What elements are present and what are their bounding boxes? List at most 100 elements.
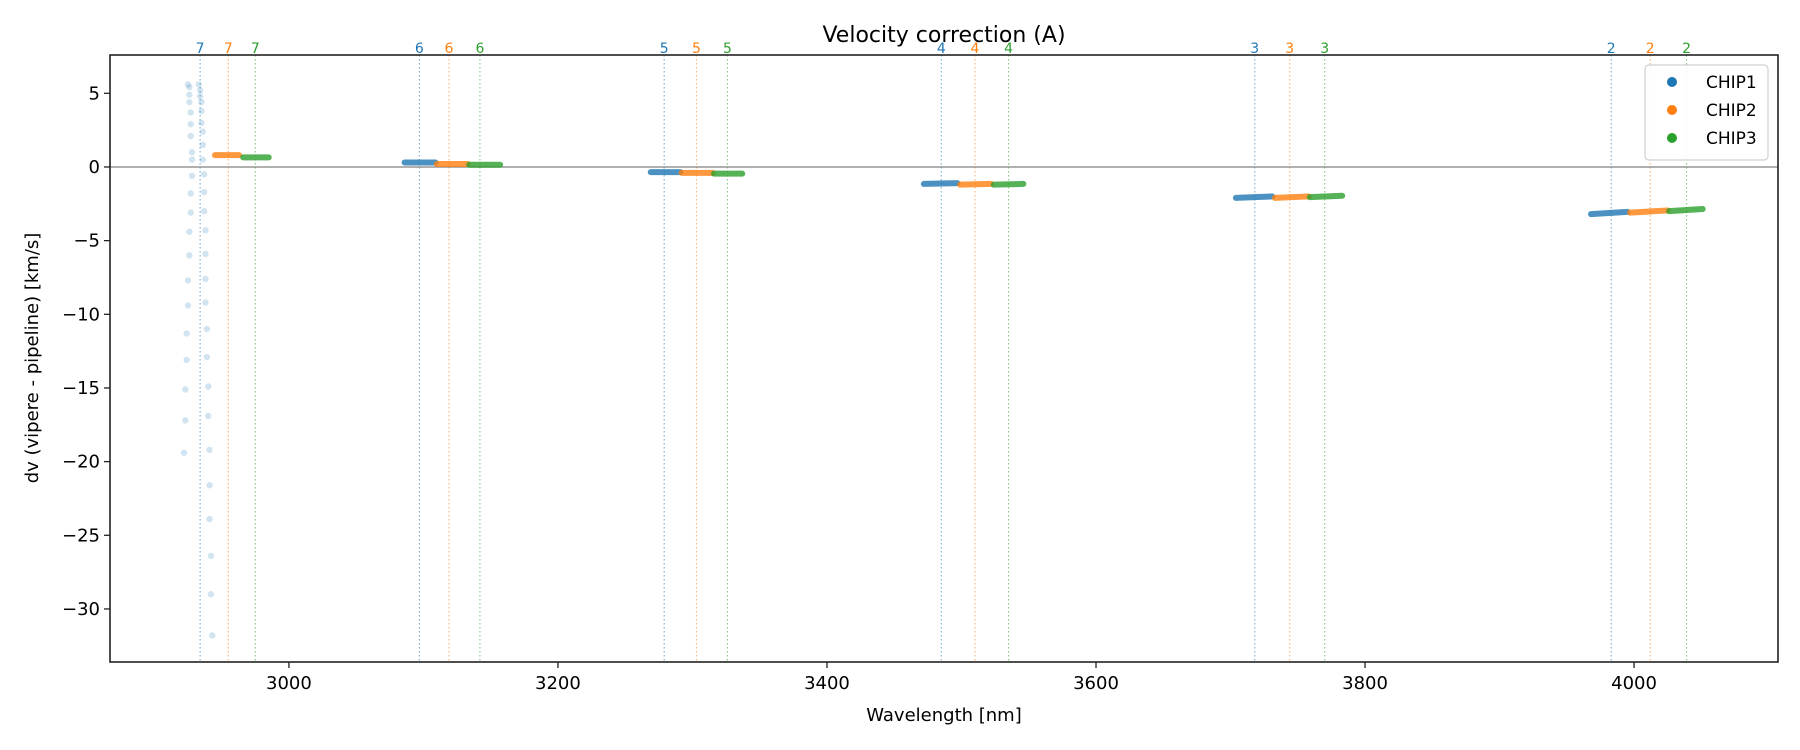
scatter-point: [202, 299, 209, 306]
scatter-point: [199, 128, 207, 135]
data-segment: [990, 180, 1027, 188]
order-marker-label: 2: [1607, 41, 1616, 57]
scatter-point: [187, 190, 194, 197]
scatter-point: [198, 119, 205, 126]
scatter-point: [188, 156, 196, 163]
scatter-point: [186, 252, 193, 259]
y-tick-label: −25: [62, 525, 100, 546]
scatter-point: [207, 552, 215, 560]
order-marker-label: 6: [475, 41, 484, 57]
x-tick-label: 3600: [1073, 673, 1119, 694]
scatter-point: [206, 446, 213, 454]
scatter-point: [187, 109, 194, 116]
order-marker-label: 5: [723, 41, 732, 57]
scatter-point: [187, 209, 194, 216]
scatter-point: [200, 171, 208, 178]
scatter-point: [200, 207, 208, 215]
y-axis-ticks: 5 0 −5 −10 −15 −20 −25 −30: [62, 83, 110, 620]
order-marker-label: 6: [445, 41, 454, 57]
scatter-point: [183, 330, 190, 337]
scatter-point: [206, 482, 213, 489]
x-tick-label: 3000: [266, 673, 312, 694]
scatter-point: [206, 515, 213, 523]
scatter-point: [186, 98, 193, 106]
y-axis-label: dv (vipere - pipeline) [km/s]: [22, 233, 43, 484]
data-segment: [1666, 205, 1706, 215]
scatter-point: [198, 98, 205, 106]
order-marker-label: 7: [251, 41, 260, 57]
scatter-point: [202, 275, 209, 283]
scatter-point: [207, 591, 215, 598]
scatter-point: [182, 417, 189, 424]
scatter-point: [188, 172, 196, 180]
x-tick-label: 3200: [535, 673, 581, 694]
scatter-point: [203, 353, 211, 361]
scatter-point: [180, 449, 188, 456]
legend-label-chip2: CHIP2: [1706, 101, 1757, 121]
y-tick-label: −10: [62, 304, 100, 325]
scatter-point: [186, 91, 193, 98]
order-marker-label: 5: [692, 41, 701, 57]
order-marker-label: 4: [937, 41, 946, 57]
order-marker-label: 4: [1004, 41, 1013, 57]
data-segment: [1271, 193, 1312, 201]
x-tick-label: 4000: [1611, 673, 1657, 694]
order-marker-label: 4: [970, 41, 979, 57]
data-segment: [957, 180, 995, 188]
scatter-point: [202, 227, 209, 234]
y-tick-label: 0: [89, 157, 100, 178]
data-segment: [1627, 207, 1671, 216]
scatter-point: [199, 156, 207, 163]
x-tick-label: 3800: [1342, 673, 1388, 694]
order-marker-label: 3: [1320, 41, 1329, 57]
scatter-point: [196, 93, 204, 100]
scatter-point: [187, 121, 194, 128]
data-segment: [1588, 208, 1631, 218]
scatter-point: [195, 81, 202, 88]
order-marker-label: 7: [224, 41, 233, 57]
x-axis-ticks: 3000 3200 3400 3600 3800 4000: [266, 662, 1657, 694]
legend-label-chip3: CHIP3: [1706, 129, 1757, 149]
scatter-point: [187, 132, 194, 140]
y-tick-label: −30: [62, 599, 100, 620]
scatter-point: [199, 141, 207, 149]
x-axis-label: Wavelength [nm]: [866, 705, 1022, 726]
data-segments: [211, 152, 1706, 218]
order-marker-label: 3: [1285, 41, 1294, 57]
scatter-point: [188, 149, 196, 156]
scatter-point: [184, 81, 192, 88]
scatter-point: [204, 383, 212, 390]
scatter-point: [183, 356, 190, 364]
order-marker-label: 6: [415, 41, 424, 57]
scatter-point: [182, 386, 189, 393]
order-marker-label: 5: [660, 41, 669, 57]
y-tick-label: −5: [73, 231, 100, 252]
scatter-point: [186, 228, 193, 235]
y-tick-label: −20: [62, 452, 100, 473]
scatter-point: [184, 277, 192, 284]
order-marker-label: 2: [1682, 41, 1691, 57]
data-segment: [1232, 193, 1276, 201]
scatter-point: [198, 107, 205, 115]
x-tick-label: 3400: [804, 673, 850, 694]
data-segment: [920, 180, 961, 187]
axes-frame: [109, 54, 1779, 663]
scatter-point: [196, 87, 204, 94]
order-marker-label: 3: [1250, 41, 1259, 57]
order-marker-label: 2: [1646, 41, 1655, 57]
y-tick-label: 5: [89, 83, 100, 104]
legend-marker-chip1: [1667, 77, 1677, 87]
order-marker-label: 7: [196, 41, 205, 57]
scatter-point: [202, 250, 209, 258]
scatter-point: [186, 84, 193, 91]
legend: CHIP1 CHIP2 CHIP3: [1644, 64, 1769, 161]
order-marker-lines: [199, 55, 1688, 662]
data-segment: [1306, 192, 1346, 201]
y-tick-label: −15: [62, 378, 100, 399]
legend-marker-chip3: [1667, 133, 1677, 143]
legend-marker-chip2: [1667, 105, 1677, 115]
scatter-points: [180, 81, 216, 639]
scatter-point: [204, 412, 212, 420]
order-marker-labels: 7 7 7 6 6 6 5 5 5 4 4 4 3 3 3 2 2 2: [196, 41, 1691, 57]
